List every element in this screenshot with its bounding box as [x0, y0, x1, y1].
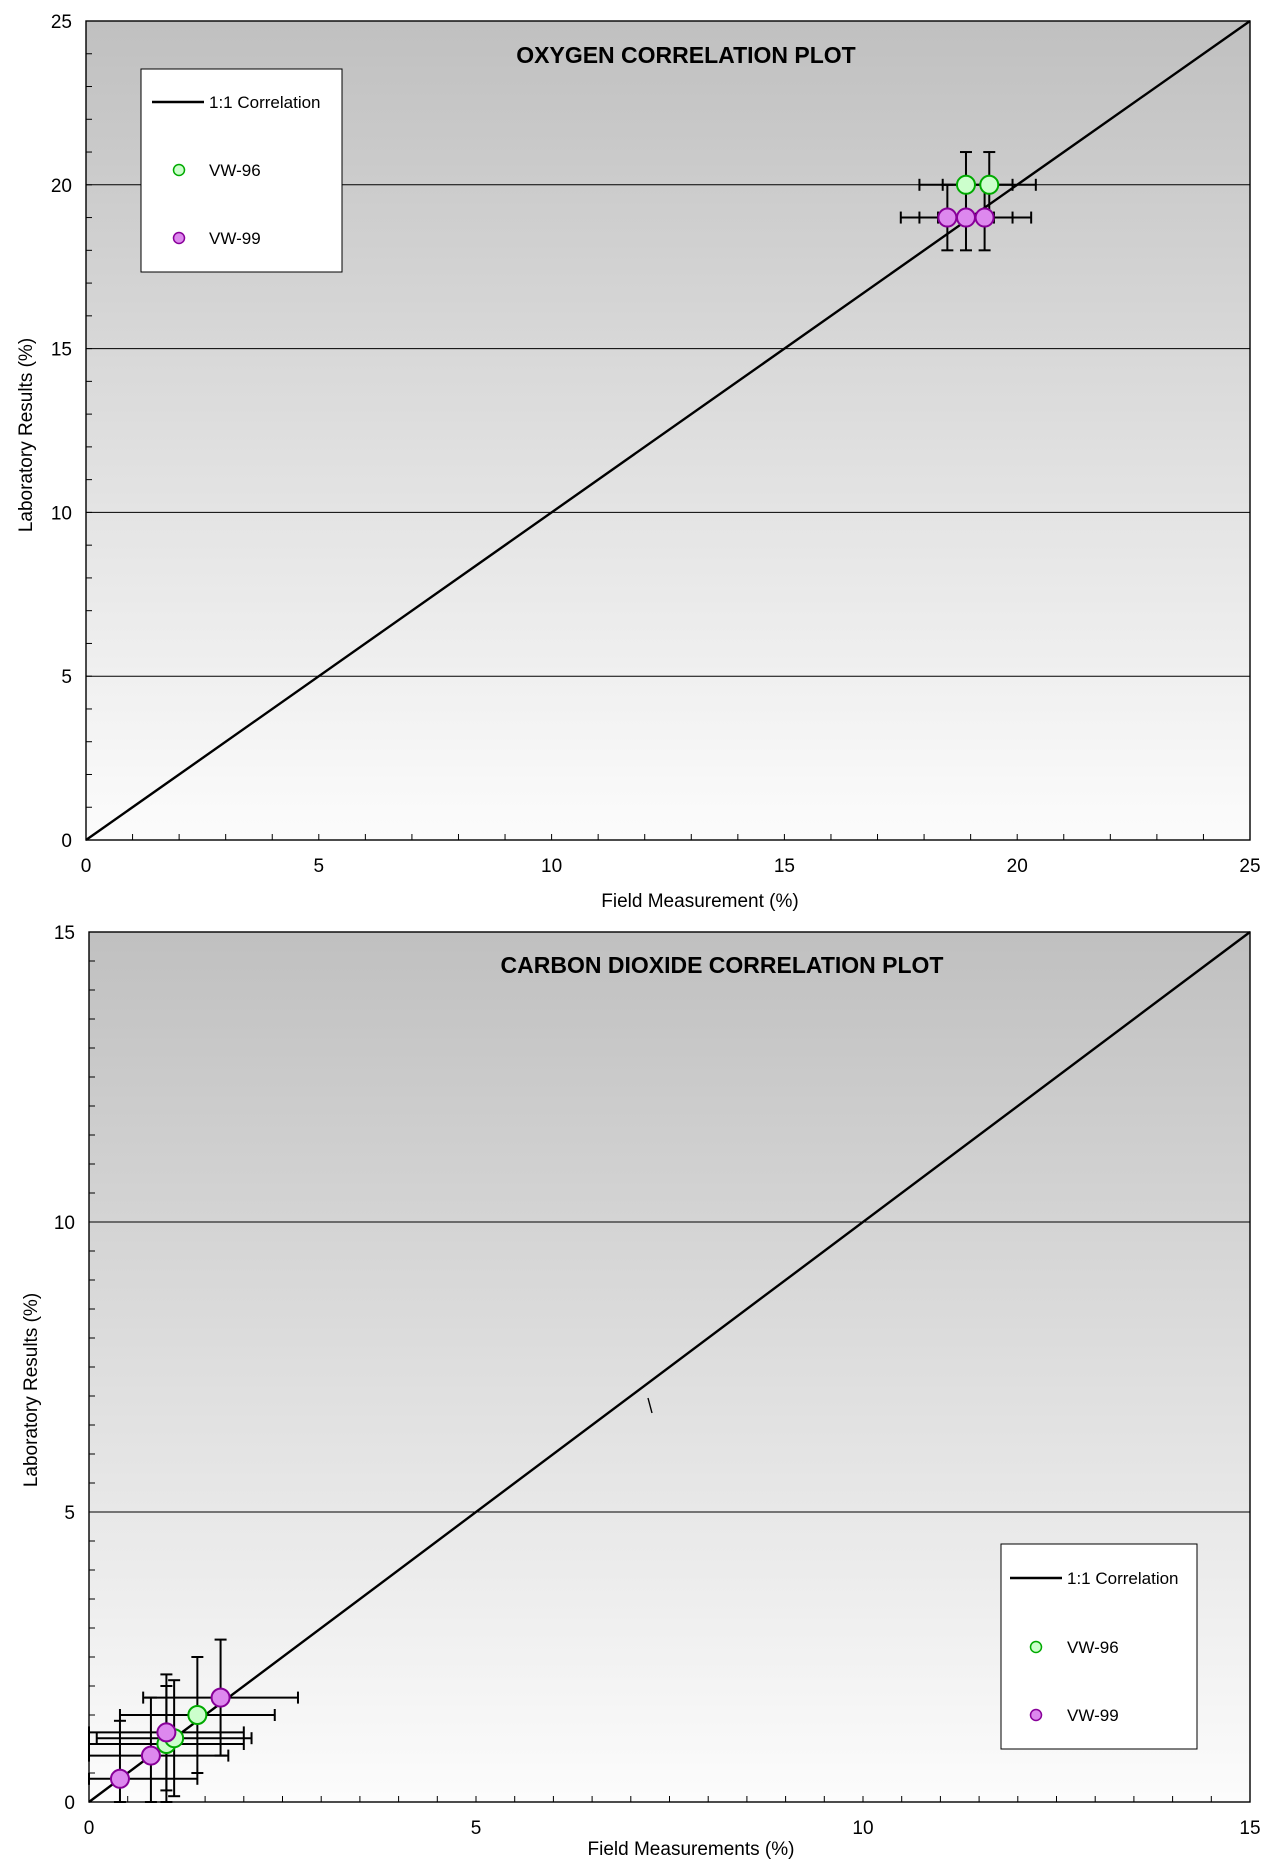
x-axis-label: Field Measurements (%): [588, 1839, 795, 1860]
one-to-one-line: [88, 931, 1251, 1803]
x-tick-label: 10: [852, 1818, 873, 1839]
carbon-dioxide-chart: 0 5 10 15 0 5 10 15 CARBON DIOXIDE CORRELATION …: [21, 923, 1261, 1860]
data-points: [937, 174, 1000, 228]
y-tick-label: 0: [64, 1793, 75, 1814]
x-axis-label: Field Measurement (%): [601, 891, 798, 912]
y-tick-label: 0: [61, 831, 72, 852]
y-tick-label: 10: [51, 503, 72, 524]
x-tick-label: 5: [314, 856, 325, 877]
plot-area-frame: [88, 931, 1251, 1803]
legend: 1:1 Correlation VW-96 VW-99: [1000, 1543, 1198, 1750]
x-tick-label: 15: [1239, 1818, 1260, 1839]
y-axis-label: Laboratory Results (%): [21, 1293, 42, 1487]
x-tick-label: 0: [84, 1818, 95, 1839]
x-tick-label: 25: [1239, 856, 1260, 877]
oxygen-chart: 0 5 10 15 20 25 0 5 10 15 20 25 OXYGEN CORRELATION …: [16, 12, 1261, 912]
y-tick-label: 15: [51, 340, 72, 361]
legend-label-vw96: VW-96: [1067, 1638, 1119, 1657]
legend-label-vw96: VW-96: [209, 161, 261, 180]
chart-title: CARBON DIOXIDE CORRELATION PLOT: [501, 952, 944, 978]
plot-area-frame: [85, 20, 1251, 841]
reference-line-group: [88, 931, 1251, 1803]
chart-title: OXYGEN CORRELATION PLOT: [516, 42, 855, 68]
legend-marker-vw96: [172, 163, 186, 177]
data-point-vw-96: [955, 174, 976, 195]
x-tick-label: 20: [1007, 856, 1028, 877]
axis-ticks: [85, 20, 1251, 841]
one-to-one-line: [85, 20, 1251, 841]
data-point-vw-99: [140, 1745, 161, 1766]
y-axis-label: Laboratory Results (%): [16, 338, 37, 532]
legend-label-correlation: 1:1 Correlation: [209, 93, 321, 112]
legend-label-vw99: VW-99: [209, 229, 261, 248]
y-tick-label: 10: [54, 1213, 75, 1234]
x-tick-label: 10: [541, 856, 562, 877]
reference-line-group: [85, 20, 1251, 841]
x-tick-label: 0: [81, 856, 92, 877]
tick-labels: 0 5 10 15 20 25 0 5 10 15 20 25: [51, 12, 1261, 877]
y-tick-label: 5: [64, 1503, 75, 1524]
x-tick-label: 5: [471, 1818, 482, 1839]
legend-label-vw99: VW-99: [1067, 1706, 1119, 1725]
data-point-vw-99: [955, 207, 976, 228]
legend-marker-vw96: [1029, 1640, 1043, 1654]
data-points: [109, 1687, 231, 1789]
y-tick-label: 25: [51, 12, 72, 33]
data-point-vw-99: [109, 1768, 130, 1789]
y-tick-label: 5: [61, 667, 72, 688]
tick-labels: 0 5 10 15 0 5 10 15: [54, 923, 1261, 1839]
data-point-vw-99: [210, 1687, 231, 1708]
y-tick-label: 15: [54, 923, 75, 944]
x-tick-label: 15: [774, 856, 795, 877]
gridlines: [89, 1221, 1250, 1513]
y-tick-label: 20: [51, 176, 72, 197]
data-point-vw-99: [156, 1722, 177, 1743]
data-point-vw-96: [979, 174, 1000, 195]
legend-label-correlation: 1:1 Correlation: [1067, 1569, 1179, 1588]
legend-marker-vw99: [172, 231, 186, 245]
legend-marker-vw99: [1029, 1708, 1043, 1722]
data-point-vw-96: [187, 1705, 208, 1725]
data-point-vw-99: [937, 207, 958, 228]
stray-mark: [647, 1397, 653, 1414]
data-point-vw-99: [974, 207, 995, 228]
legend: 1:1 Correlation VW-96 VW-99: [140, 68, 343, 273]
